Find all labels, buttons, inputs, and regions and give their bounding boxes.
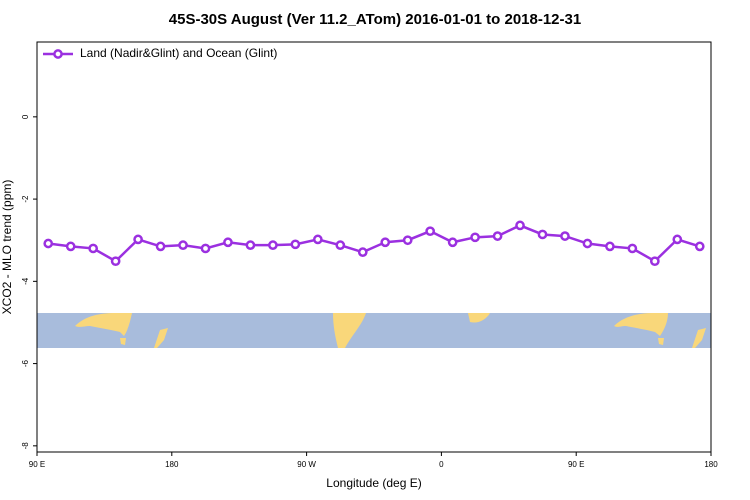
data-point [627, 243, 638, 254]
data-point [560, 231, 570, 241]
data-point [537, 229, 548, 240]
x-tick-label: 90 E [568, 460, 584, 469]
data-point [672, 234, 683, 245]
data-point [470, 232, 480, 243]
y-tick-label: -2 [21, 195, 30, 203]
data-point [133, 234, 143, 245]
data-point [200, 243, 211, 254]
data-point [492, 231, 503, 241]
data-point [110, 256, 121, 267]
data-point [649, 256, 660, 267]
chart-title: 45S-30S August (Ver 11.2_ATom) 2016-01-0… [169, 11, 581, 28]
legend-label: Land (Nadir&Glint) and Ocean (Glint) [80, 46, 277, 60]
y-tick-label: -6 [21, 359, 30, 367]
data-point [425, 226, 436, 237]
data-point [245, 240, 256, 250]
data-point [380, 237, 391, 248]
x-tick-label: 90 W [297, 460, 316, 469]
data-point [155, 241, 166, 252]
data-point [65, 241, 76, 252]
map-strip [37, 313, 711, 348]
legend: Land (Nadir&Glint) and Ocean (Glint) [43, 46, 277, 60]
y-tick-label: 0 [21, 114, 30, 119]
data-point [335, 240, 346, 250]
data-point [694, 241, 705, 252]
data-point [290, 239, 301, 250]
x-tick-label: 90 E [29, 460, 45, 469]
data-point [43, 238, 54, 249]
data-point [312, 234, 323, 245]
data-point [268, 240, 278, 250]
data-point [402, 235, 413, 246]
data-point [447, 237, 458, 248]
y-tick-label: -4 [21, 277, 30, 285]
x-tick-label: 180 [704, 460, 718, 469]
y-tick-label: -8 [21, 442, 30, 450]
data-point [88, 243, 99, 254]
data-point [515, 220, 525, 231]
x-tick-label: 0 [439, 460, 444, 469]
plot-frame [36, 41, 712, 453]
data-point [178, 240, 188, 250]
series-line [48, 224, 701, 263]
x-axis-label: Longitude (deg E) [326, 476, 421, 490]
x-tick-label: 180 [165, 460, 179, 469]
y-axis-label: XCO2 - MLO trend (ppm) [0, 180, 14, 315]
data-point [582, 238, 593, 249]
data-point [357, 247, 368, 257]
data-point [223, 237, 233, 248]
data-point [605, 241, 615, 252]
legend-marker [53, 49, 63, 59]
